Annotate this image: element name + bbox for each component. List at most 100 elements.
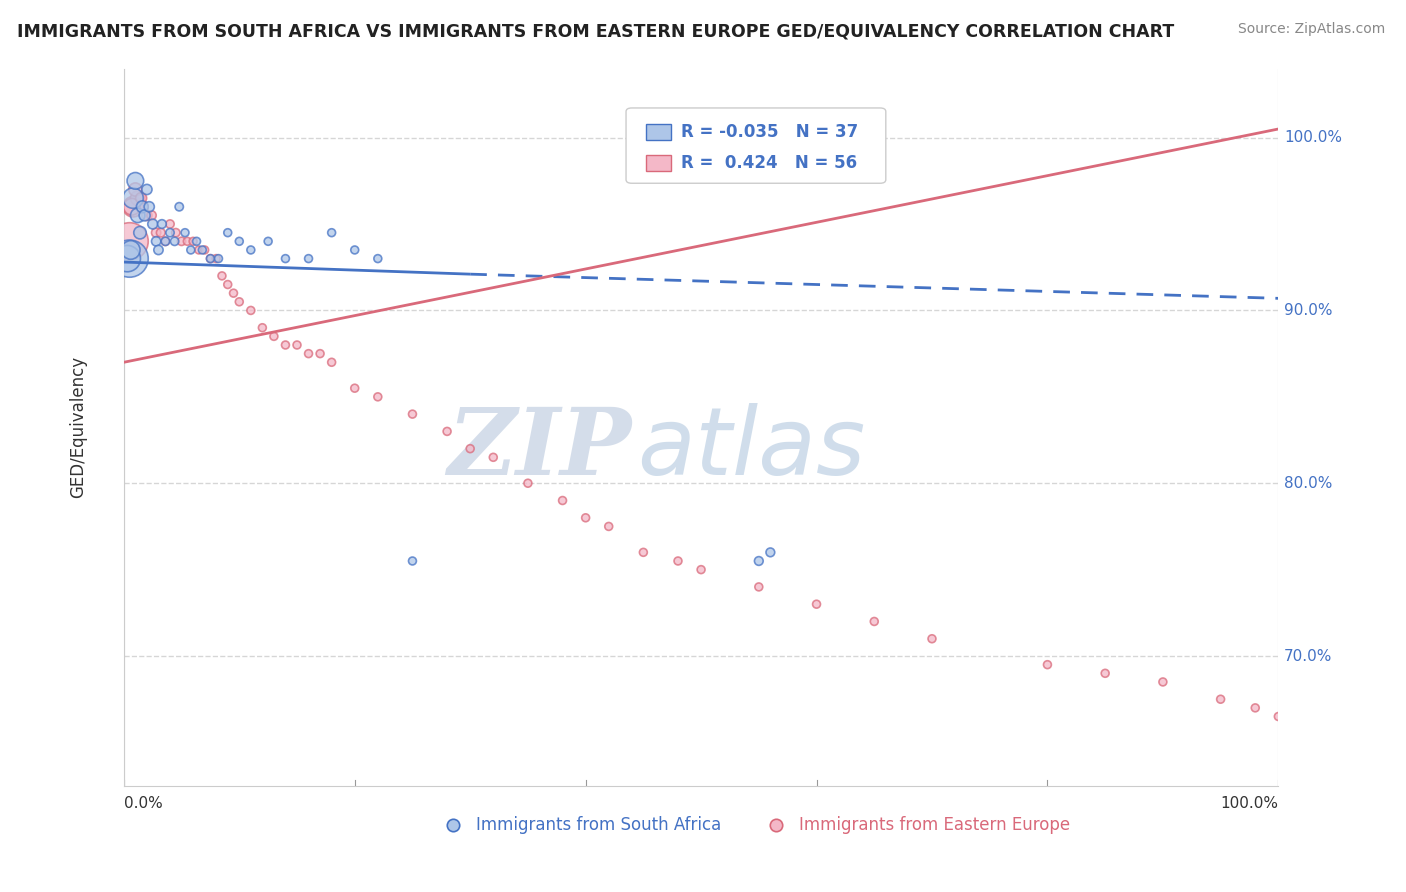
Point [205, 252, 228, 266]
Point [297, 346, 319, 360]
Point [343, 381, 366, 395]
Point [309, 346, 332, 360]
Point [257, 235, 280, 249]
Point [228, 235, 250, 249]
Point [401, 554, 423, 568]
Text: Immigrants from South Africa: Immigrants from South Africa [477, 816, 721, 834]
Text: atlas: atlas [637, 403, 866, 494]
Point [367, 252, 389, 266]
Point [165, 226, 187, 240]
Point [748, 554, 770, 568]
Text: 100.0%: 100.0% [1220, 796, 1278, 811]
Point [401, 407, 423, 421]
Point [135, 208, 157, 222]
Point [176, 235, 198, 249]
Point [222, 286, 245, 301]
Point [135, 182, 157, 196]
Point [274, 338, 297, 352]
Point [131, 200, 153, 214]
Point [149, 226, 172, 240]
Text: GED/Equivalency: GED/Equivalency [69, 356, 87, 498]
Point [131, 200, 153, 214]
Point [118, 252, 141, 266]
Text: Immigrants from Eastern Europe: Immigrants from Eastern Europe [799, 816, 1070, 834]
Point [482, 450, 505, 465]
Point [343, 243, 366, 257]
Point [121, 200, 143, 214]
FancyBboxPatch shape [626, 108, 886, 183]
Point [666, 554, 689, 568]
Point [516, 476, 538, 491]
Point [1094, 666, 1116, 681]
Point [145, 235, 167, 249]
Text: Source: ZipAtlas.com: Source: ZipAtlas.com [1237, 22, 1385, 37]
Point [159, 226, 181, 240]
Point [321, 355, 343, 369]
Point [129, 226, 152, 240]
Point [163, 235, 186, 249]
Point [186, 235, 208, 249]
Point [155, 235, 177, 249]
Text: 0.0%: 0.0% [124, 796, 163, 811]
Point [127, 208, 149, 222]
Point [274, 252, 297, 266]
Point [436, 425, 458, 439]
Point [1267, 709, 1289, 723]
Point [211, 268, 233, 283]
Point [921, 632, 943, 646]
Text: ZIP: ZIP [447, 403, 631, 493]
Point [155, 235, 177, 249]
Point [129, 191, 152, 205]
Point [191, 243, 214, 257]
Point [138, 200, 160, 214]
Bar [645, 155, 671, 171]
Text: R =  0.424   N = 56: R = 0.424 N = 56 [682, 154, 858, 172]
Point [124, 174, 146, 188]
Point [759, 545, 782, 559]
Point [117, 252, 139, 266]
Point [551, 493, 574, 508]
Point [598, 519, 620, 533]
Text: 70.0%: 70.0% [1284, 648, 1333, 664]
Point [145, 226, 167, 240]
Point [458, 442, 481, 456]
Point [127, 191, 149, 205]
Point [134, 208, 156, 222]
Point [806, 597, 828, 611]
Point [200, 252, 222, 266]
Point [1244, 701, 1267, 715]
Point [367, 390, 389, 404]
Point [150, 217, 173, 231]
Point [194, 243, 217, 257]
Text: IMMIGRANTS FROM SOUTH AFRICA VS IMMIGRANTS FROM EASTERN EUROPE GED/EQUIVALENCY C: IMMIGRANTS FROM SOUTH AFRICA VS IMMIGRAN… [17, 22, 1174, 40]
Point [217, 277, 239, 292]
Point [217, 226, 239, 240]
Text: R = -0.035   N = 37: R = -0.035 N = 37 [682, 122, 859, 141]
Point [633, 545, 655, 559]
Point [122, 191, 145, 205]
Point [142, 217, 165, 231]
Point [1209, 692, 1232, 706]
Point [1152, 675, 1174, 690]
Point [180, 243, 202, 257]
Point [167, 200, 190, 214]
Point [141, 208, 163, 222]
Point [170, 235, 193, 249]
Point [252, 320, 274, 334]
Point [120, 243, 142, 257]
Bar [645, 124, 671, 139]
Point [200, 252, 222, 266]
Point [1036, 657, 1059, 672]
Point [174, 226, 197, 240]
Text: 80.0%: 80.0% [1284, 475, 1333, 491]
Point [239, 243, 262, 257]
Point [124, 182, 146, 196]
Point [575, 510, 598, 524]
Point [118, 235, 141, 249]
Point [228, 294, 250, 309]
Point [863, 615, 886, 629]
Point [148, 243, 170, 257]
Point [297, 252, 319, 266]
Point [159, 217, 181, 231]
Point [690, 563, 713, 577]
